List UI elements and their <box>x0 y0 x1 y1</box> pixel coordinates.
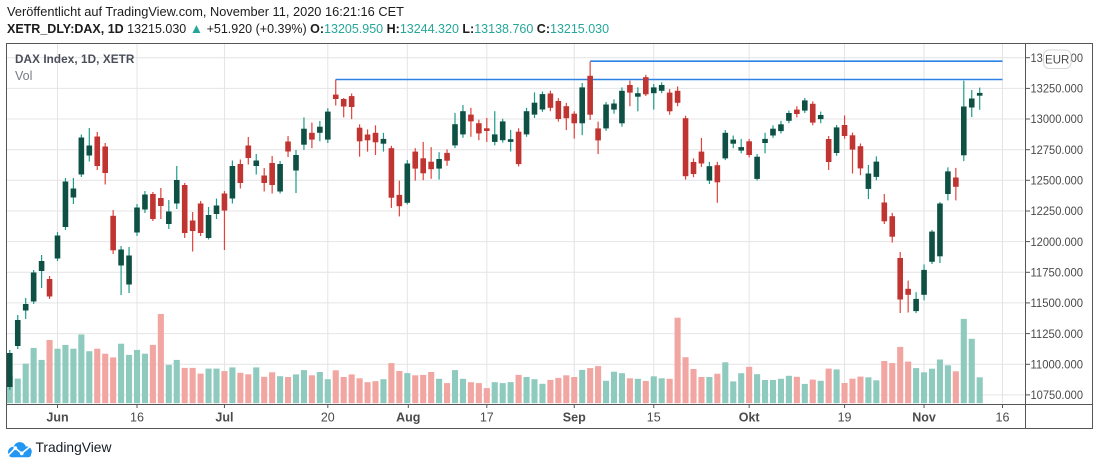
svg-text:EUR: EUR <box>1045 55 1069 67</box>
svg-text:16: 16 <box>130 411 144 425</box>
svg-text:20: 20 <box>321 411 335 425</box>
svg-text:12000.000: 12000.000 <box>1031 235 1084 249</box>
svg-text:12500.000: 12500.000 <box>1031 174 1084 188</box>
svg-text:12250.000: 12250.000 <box>1031 204 1084 218</box>
svg-text:Nov: Nov <box>912 411 936 425</box>
svg-text:11000.000: 11000.000 <box>1031 358 1084 372</box>
svg-text:Sep: Sep <box>563 411 586 425</box>
svg-text:Jul: Jul <box>215 411 233 425</box>
svg-text:11750.000: 11750.000 <box>1031 266 1084 280</box>
svg-text:13000.000: 13000.000 <box>1031 112 1084 126</box>
svg-text:15: 15 <box>647 411 661 425</box>
svg-text:11250.000: 11250.000 <box>1031 327 1084 341</box>
svg-text:16: 16 <box>996 411 1010 425</box>
svg-text:Okt: Okt <box>739 411 761 425</box>
svg-text:12750.000: 12750.000 <box>1031 143 1084 157</box>
svg-text:Jun: Jun <box>46 411 68 425</box>
svg-text:10750.000: 10750.000 <box>1031 388 1084 402</box>
svg-text:13250.000: 13250.000 <box>1031 82 1084 96</box>
svg-text:11500.000: 11500.000 <box>1031 296 1084 310</box>
svg-text:Aug: Aug <box>396 411 420 425</box>
svg-text:17: 17 <box>480 411 494 425</box>
svg-text:19: 19 <box>838 411 852 425</box>
